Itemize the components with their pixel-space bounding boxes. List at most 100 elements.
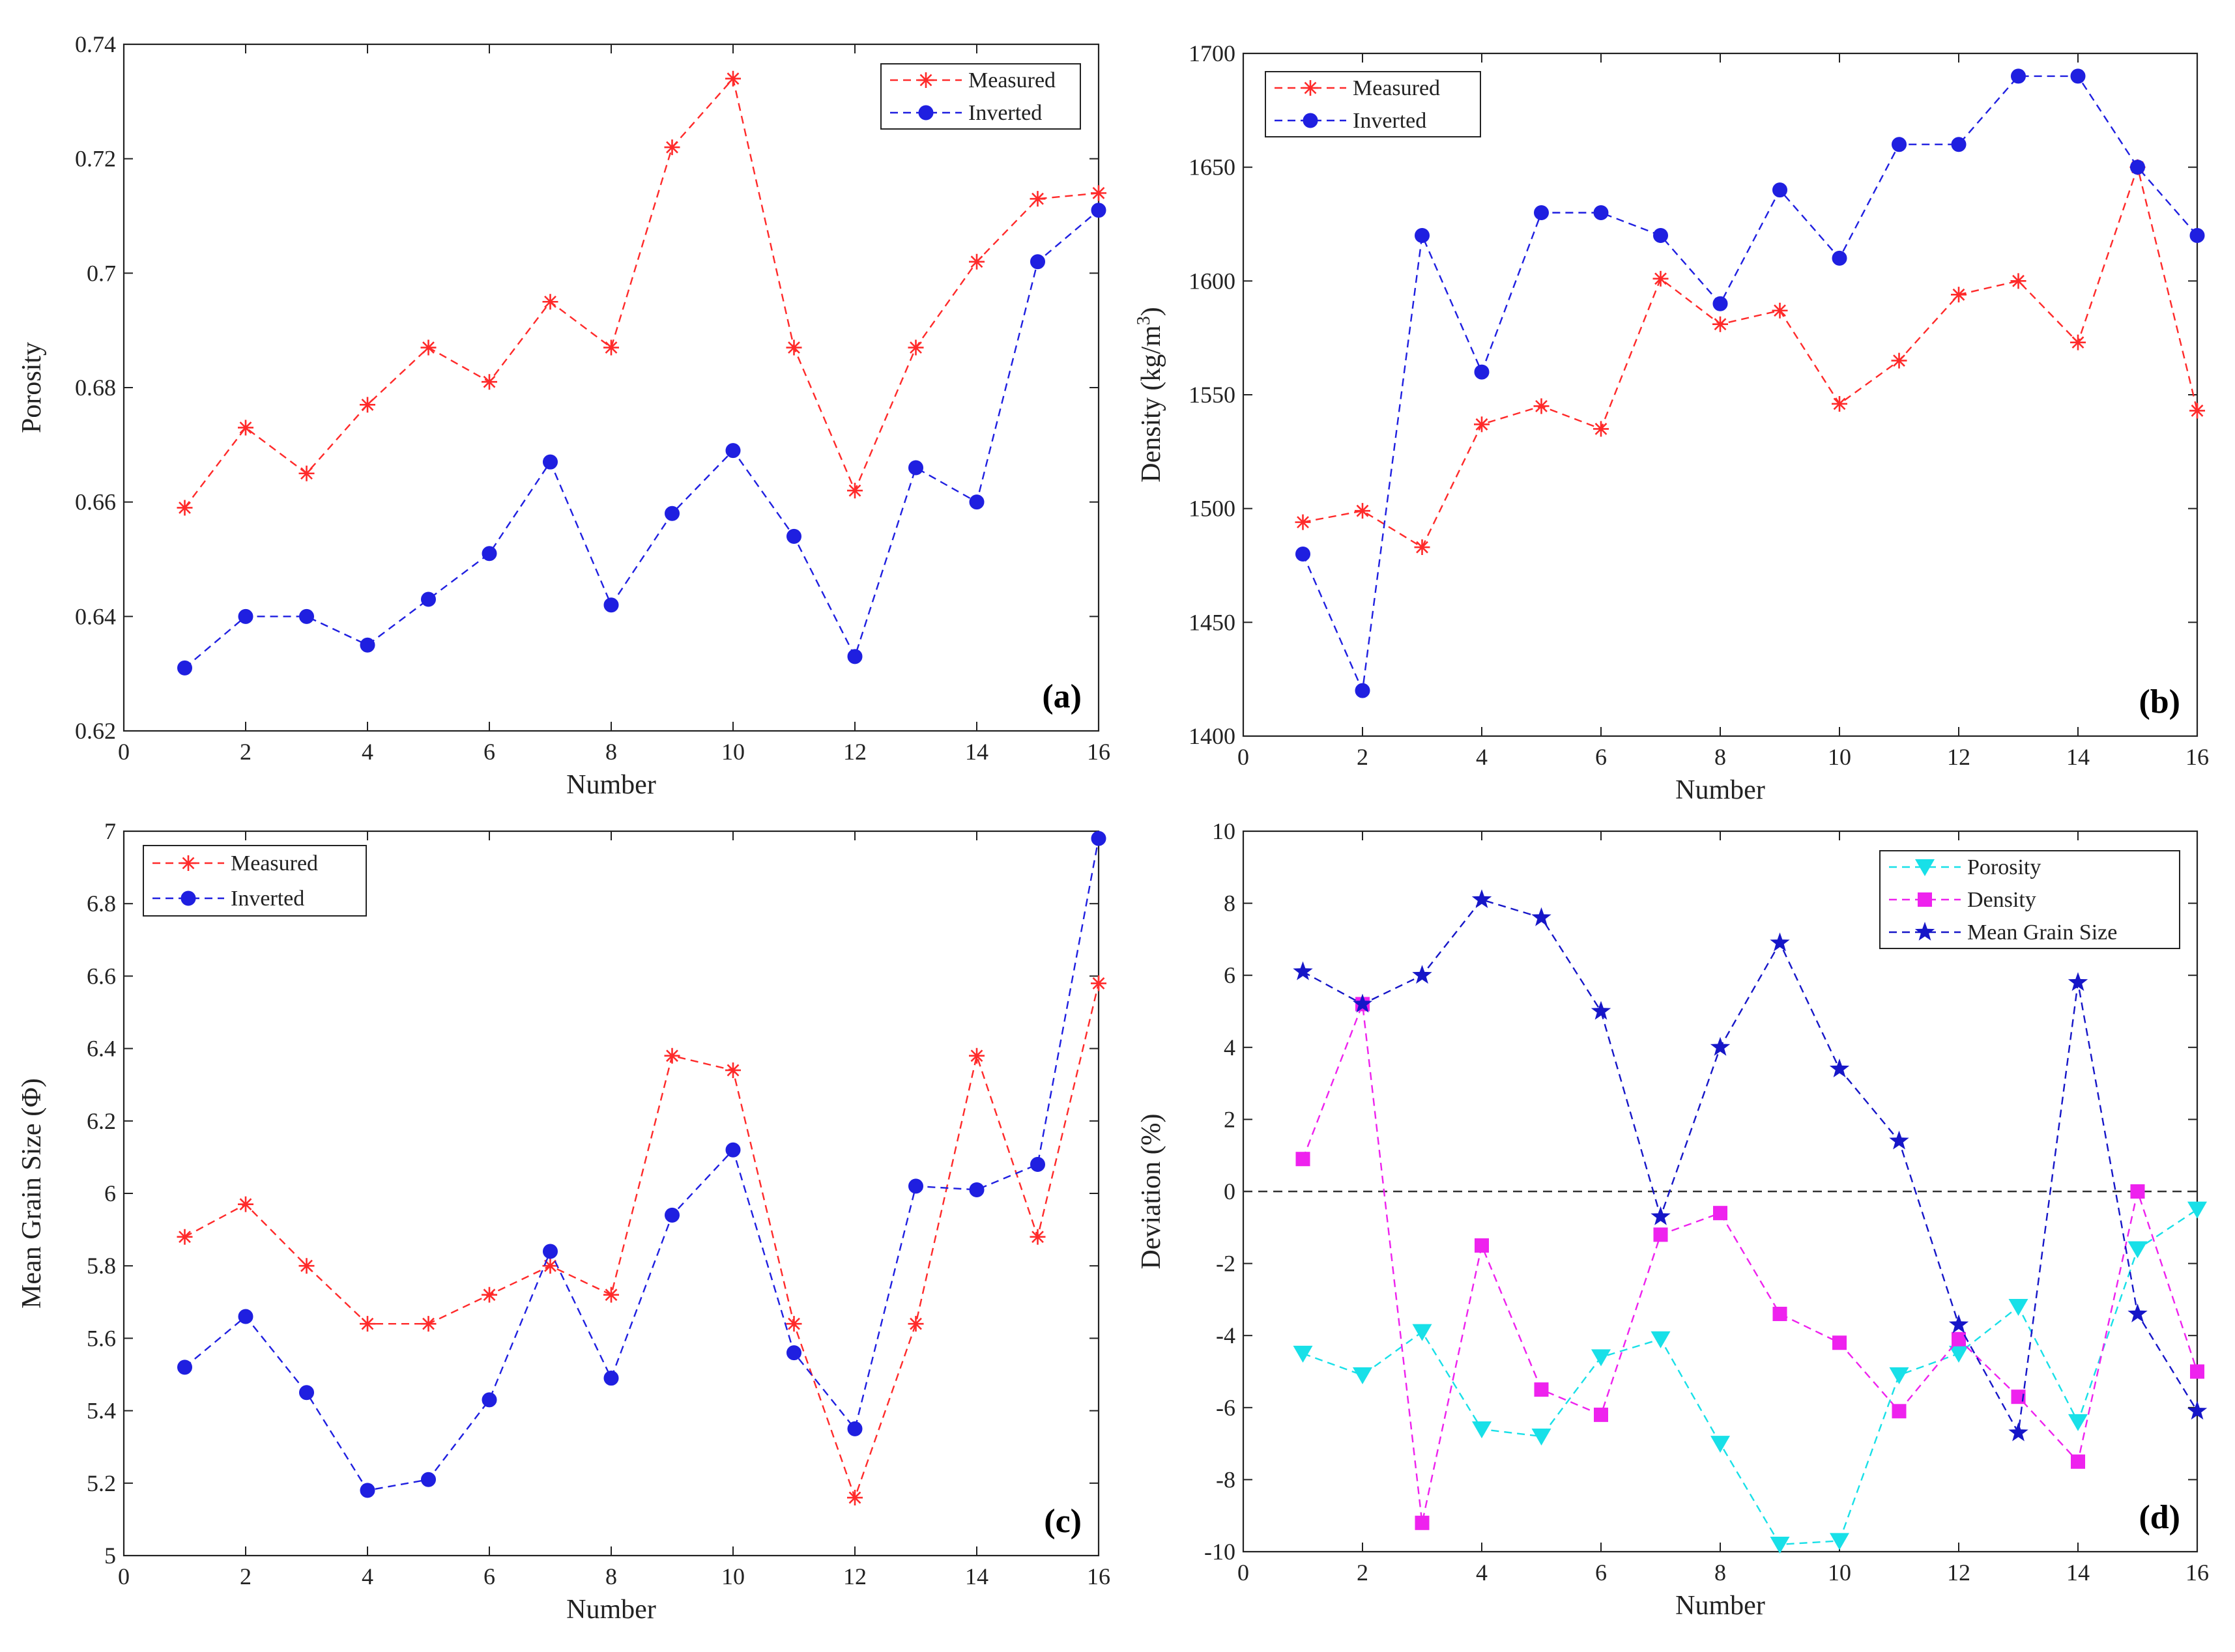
- data-point: [969, 1047, 985, 1064]
- data-point: [1295, 514, 1311, 530]
- data-point: [543, 454, 558, 470]
- y-tick-label: 6.8: [87, 890, 116, 917]
- data-point: [1472, 1421, 1492, 1438]
- legend-label: Mean Grain Size: [1967, 920, 2117, 945]
- data-point: [1531, 907, 1551, 926]
- y-tick-label: -6: [1216, 1395, 1235, 1421]
- y-axis-label: Deviation (%): [1136, 1113, 1166, 1269]
- data-point: [360, 637, 375, 653]
- series-line: [1303, 1208, 2198, 1546]
- data-point: [482, 374, 497, 390]
- series-line: [184, 983, 1100, 1500]
- data-point: [603, 339, 619, 356]
- data-point: [664, 139, 680, 156]
- y-tick-label: 5: [104, 1543, 116, 1569]
- chart-panel-2: 0 2 4 6 8 10 12 14 16 1400 1450 1500 1550 1600 1650 170…: [1134, 40, 2209, 805]
- data-point: [298, 1258, 315, 1274]
- x-tick-label: 12: [843, 739, 867, 765]
- x-tick-label: 16: [1087, 1563, 1110, 1589]
- data-point: [1591, 1349, 1611, 1367]
- data-point: [725, 70, 741, 87]
- data-point: [908, 460, 923, 476]
- data-point: [1415, 1515, 1430, 1530]
- y-tick-label: 1450: [1189, 609, 1235, 635]
- data-point: [1414, 539, 1430, 556]
- data-point: [543, 1244, 558, 1259]
- data-point: [1355, 683, 1370, 698]
- chart-panel-4: 0 2 4 6 8 10 12 14 16 -10 -8 -6 -4 -2 0 2 4 6 8 10 Number Dev…: [1136, 818, 2209, 1621]
- data-point: [1951, 287, 1967, 303]
- data-point: [603, 1287, 619, 1303]
- data-point: [177, 660, 192, 676]
- x-tick-label: 2: [1357, 1559, 1368, 1586]
- data-point: [2127, 1241, 2148, 1259]
- data-point: [2127, 1303, 2148, 1322]
- data-point: [786, 528, 801, 544]
- data-point: [1770, 1536, 1790, 1554]
- data-point: [1534, 205, 1549, 221]
- y-axis-label: Porosity: [17, 342, 47, 433]
- x-tick-label: 8: [605, 739, 617, 765]
- data-point: [2008, 1422, 2028, 1442]
- data-point: [1889, 1130, 1909, 1150]
- y-tick-label: 0.68: [75, 375, 116, 401]
- y-tick-label: 1400: [1189, 723, 1235, 749]
- y-tick-label: 7: [104, 818, 116, 844]
- data-point: [299, 1385, 314, 1401]
- data-point: [360, 1483, 375, 1498]
- y-axis-label-suffix: ): [1136, 307, 1166, 316]
- legend-label: Inverted: [231, 887, 304, 911]
- data-point: [908, 1178, 923, 1194]
- legend-label: Measured: [231, 851, 318, 876]
- y-tick-label: 1550: [1189, 382, 1235, 408]
- legend-label: Inverted: [968, 101, 1042, 125]
- y-tick-label: 8: [1224, 890, 1235, 917]
- y-tick-label: 0.74: [75, 31, 116, 57]
- x-tick-label: 6: [483, 739, 495, 765]
- legend-box: [880, 63, 1081, 130]
- data-point: [238, 420, 253, 436]
- legend-marker: [1303, 80, 1318, 96]
- data-point: [177, 1229, 193, 1245]
- data-point: [1952, 1332, 1966, 1346]
- series-line: [184, 77, 1099, 509]
- data-point: [2011, 68, 2026, 84]
- data-point: [1889, 1367, 1909, 1385]
- data-point: [238, 608, 253, 624]
- data-point: [1948, 1314, 1969, 1333]
- data-point: [1415, 227, 1430, 243]
- y-tick-label: 0.66: [75, 489, 116, 515]
- legend-marker: [1918, 892, 1932, 907]
- data-point: [1712, 296, 1728, 311]
- data-point: [1030, 1229, 1046, 1245]
- y-tick-label: 6.4: [87, 1036, 116, 1062]
- data-point: [725, 443, 741, 459]
- plot-frame: [123, 830, 1100, 1557]
- plot-frame: [1242, 52, 2199, 737]
- data-point: [1772, 302, 1788, 319]
- data-point: [421, 1472, 436, 1487]
- x-tick-label: 14: [2066, 1559, 2090, 1586]
- x-tick-label: 16: [1087, 739, 1110, 765]
- data-point: [664, 1047, 680, 1064]
- x-tick-label: 10: [721, 1563, 745, 1589]
- series-line: [1302, 75, 2198, 694]
- data-point: [2187, 1401, 2208, 1420]
- data-point: [360, 397, 375, 413]
- data-point: [1770, 932, 1790, 952]
- y-tick-label: 0: [1224, 1178, 1235, 1204]
- x-axis-label: Number: [1675, 1591, 1765, 1621]
- x-tick-label: 12: [843, 1563, 867, 1589]
- data-point: [969, 494, 985, 510]
- data-point: [1471, 889, 1492, 908]
- data-point: [1591, 1001, 1611, 1020]
- data-point: [2068, 1414, 2088, 1431]
- y-tick-label: 5.2: [87, 1470, 116, 1496]
- legend-marker: [1914, 922, 1935, 941]
- data-point: [1531, 1429, 1551, 1446]
- data-point: [1091, 203, 1106, 218]
- legend: Measured Inverted: [1265, 71, 1481, 137]
- x-tick-label: 2: [240, 739, 252, 765]
- x-tick-label: 4: [362, 1563, 373, 1589]
- x-tick-label: 12: [1947, 744, 1970, 770]
